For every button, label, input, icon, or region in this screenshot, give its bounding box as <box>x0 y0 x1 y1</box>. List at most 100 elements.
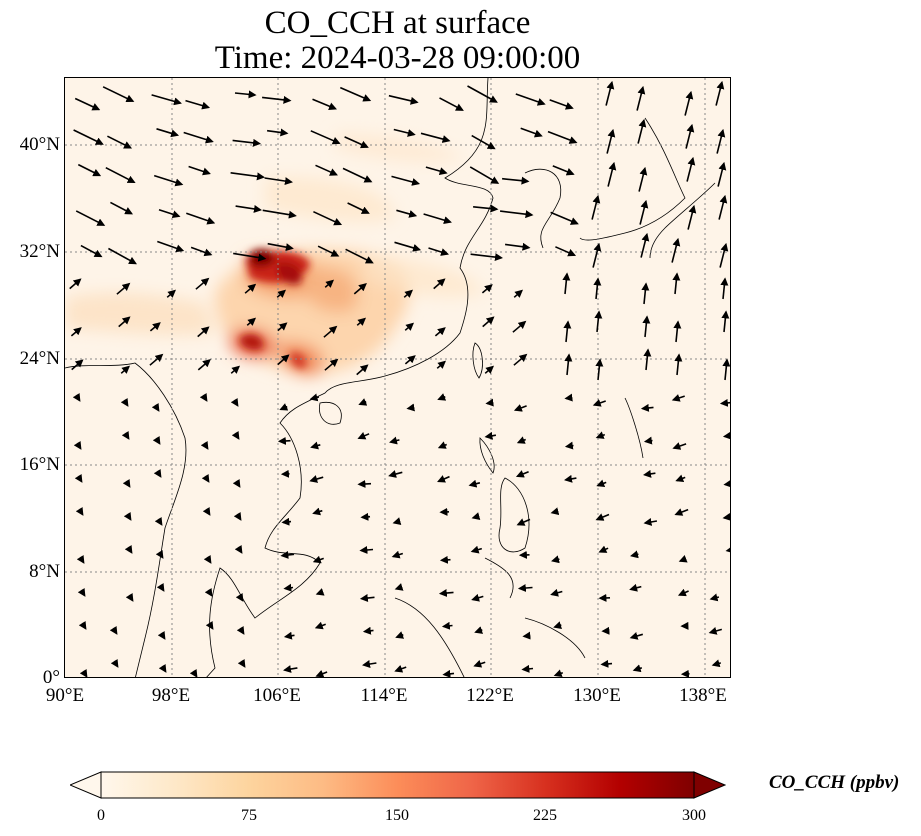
colorbar-tick-150: 150 <box>385 807 409 824</box>
wind-arrow <box>467 85 498 103</box>
wind-arrow <box>108 247 138 265</box>
wind-arrow <box>718 194 728 220</box>
wind-arrow <box>549 99 574 110</box>
wind-arrow <box>75 506 84 516</box>
wind-arrow <box>312 507 323 516</box>
wind-arrow <box>199 392 208 402</box>
wind-arrow <box>123 511 132 521</box>
wind-arrow <box>606 128 616 154</box>
wind-arrow <box>709 593 720 602</box>
wind-arrow <box>641 282 650 305</box>
wind-arrow <box>314 621 326 630</box>
wind-arrow <box>204 587 213 597</box>
wind-arrow <box>674 353 683 376</box>
map-canvas <box>65 78 730 677</box>
wind-arrow <box>125 592 134 602</box>
wind-arrow <box>636 85 646 111</box>
lon-tick-138e: 138°E <box>679 685 727 706</box>
wind-arrow <box>76 554 85 564</box>
wind-arrow <box>638 166 648 192</box>
wind-arrow <box>485 398 494 407</box>
wind-arrow <box>672 442 687 450</box>
wind-arrow <box>395 631 405 639</box>
wind-arrow <box>425 166 448 175</box>
wind-arrow <box>281 517 292 526</box>
wind-arrow <box>715 80 725 106</box>
wind-arrow <box>564 474 577 483</box>
wind-arrow <box>283 631 295 640</box>
wind-arrow <box>359 545 374 554</box>
wind-arrow <box>717 161 727 187</box>
wind-arrow <box>202 506 211 516</box>
wind-arrow <box>550 507 560 516</box>
wind-arrow <box>323 325 338 338</box>
wind-arrow <box>312 555 324 564</box>
wind-arrow <box>74 473 83 483</box>
wind-arrow <box>120 365 131 374</box>
wind-arrow <box>205 620 214 630</box>
wind-arrow <box>149 353 164 366</box>
wind-arrow <box>116 282 131 295</box>
wind-arrow <box>283 665 298 673</box>
wind-arrow <box>166 289 177 298</box>
wind-arrow <box>188 165 211 176</box>
colorbar-extend-max <box>693 771 726 799</box>
wind-arrow <box>719 398 730 407</box>
wind-arrow <box>632 664 643 673</box>
wind-arrow <box>157 240 185 253</box>
colorbar-tick-0: 0 <box>97 807 105 824</box>
wind-arrow <box>309 475 324 483</box>
co-concentration-field <box>65 133 485 376</box>
wind-arrow <box>235 592 244 602</box>
wind-arrow <box>592 399 606 407</box>
wind-arrow <box>553 621 562 629</box>
lon-tick-114e: 114°E <box>360 685 408 706</box>
wind-arrow <box>200 440 209 450</box>
wind-arrow <box>360 512 371 521</box>
wind-arrow <box>513 289 524 298</box>
wind-arrow <box>149 322 161 332</box>
wind-arrow <box>562 272 571 295</box>
wind-arrow <box>155 549 164 559</box>
wind-arrow <box>392 517 402 525</box>
wind-arrow <box>324 358 339 371</box>
wind-arrow <box>358 398 368 406</box>
wind-arrow <box>152 435 161 445</box>
wind-arrow <box>437 393 447 401</box>
wind-arrow <box>396 209 418 218</box>
wind-arrow <box>640 232 650 258</box>
wind-arrow <box>423 213 452 225</box>
lat-tick-0: 0° <box>42 667 60 688</box>
wind-arrow <box>203 554 212 564</box>
wind-arrow <box>564 353 573 376</box>
wind-arrow <box>595 513 610 521</box>
wind-arrow <box>79 668 88 677</box>
wind-arrow <box>406 403 415 412</box>
wind-arrow <box>236 625 245 635</box>
wind-arrow <box>232 138 261 147</box>
wind-arrow <box>277 322 288 332</box>
wind-arrow <box>403 289 414 298</box>
wind-arrow <box>201 473 210 483</box>
wind-arrow <box>481 284 493 294</box>
wind-arrow <box>353 283 367 295</box>
wind-arrow <box>433 278 446 290</box>
wind-arrow <box>515 93 546 106</box>
wind-arrow <box>324 279 335 288</box>
wind-arrow <box>555 246 577 257</box>
wind-arrow <box>471 512 481 520</box>
wind-arrow <box>517 584 533 592</box>
wind-arrow <box>197 359 211 371</box>
map-title: CO_CCH at surface <box>264 5 531 41</box>
wind-arrow <box>643 436 653 445</box>
wind-arrow <box>639 199 649 225</box>
wind-arrow <box>469 166 500 184</box>
coastlines <box>65 78 716 677</box>
wind-arrow <box>153 468 162 478</box>
wind-arrow <box>122 478 131 488</box>
wind-arrow <box>158 663 167 673</box>
wind-arrow <box>437 475 450 483</box>
lat-tick-24n: 24°N <box>19 348 60 369</box>
lon-tick-122e: 122°E <box>466 685 514 706</box>
wind-arrow <box>437 441 448 449</box>
